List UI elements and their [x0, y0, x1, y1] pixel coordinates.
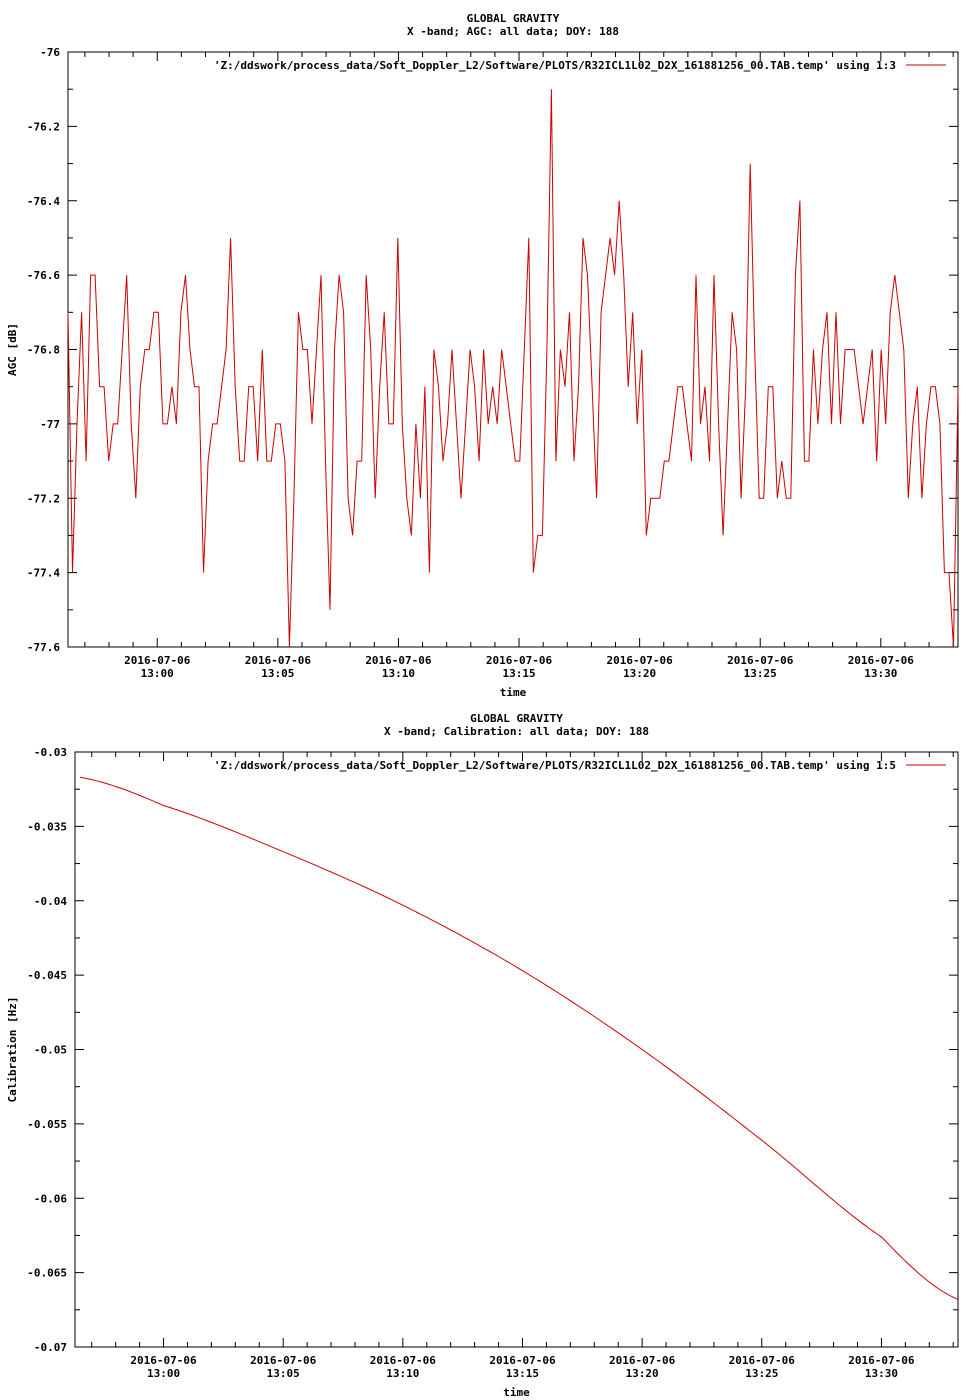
x-tick-label-time: 13:15	[502, 667, 535, 680]
x-tick-label-time: 13:25	[744, 667, 777, 680]
x-tick-label-time: 13:05	[267, 1367, 300, 1380]
x-tick-label-time: 13:10	[386, 1367, 419, 1380]
x-tick-label-date: 2016-07-06	[609, 1354, 676, 1367]
y-tick-label: -77	[40, 418, 60, 431]
x-tick-label-time: 13:00	[147, 1367, 180, 1380]
x-axis-label: time	[500, 686, 527, 699]
x-tick-label-time: 13:25	[745, 1367, 778, 1380]
x-tick-label-time: 13:05	[261, 667, 294, 680]
x-tick-label-date: 2016-07-06	[848, 654, 915, 667]
y-axis-label: AGC [dB]	[6, 323, 19, 376]
chart-subtitle: X -band; AGC: all data; DOY: 188	[407, 25, 619, 38]
y-tick-label: -0.065	[27, 1267, 67, 1280]
y-tick-label: -0.05	[34, 1044, 67, 1057]
x-axis-label: time	[503, 1386, 530, 1399]
y-tick-label: -76.2	[27, 120, 60, 133]
y-tick-label: -77.6	[27, 641, 60, 654]
x-tick-label-date: 2016-07-06	[607, 654, 674, 667]
x-tick-label-date: 2016-07-06	[245, 654, 312, 667]
y-tick-label: -76.8	[27, 344, 60, 357]
y-tick-label: -0.035	[27, 820, 67, 833]
y-tick-label: -76.4	[27, 195, 60, 208]
x-tick-label-date: 2016-07-06	[848, 1354, 915, 1367]
x-tick-label-time: 13:15	[506, 1367, 539, 1380]
series-line-1	[67, 89, 959, 648]
x-tick-label-date: 2016-07-06	[727, 654, 794, 667]
x-tick-label-date: 2016-07-06	[130, 1354, 197, 1367]
chart-subtitle: X -band; Calibration: all data; DOY: 188	[384, 725, 649, 738]
chart-title: GLOBAL GRAVITY	[467, 12, 560, 25]
y-axis-label: Calibration [Hz]	[6, 997, 19, 1103]
legend-label: 'Z:/ddswork/process_data/Soft_Doppler_L2…	[214, 59, 896, 72]
y-tick-label: -0.055	[27, 1118, 67, 1131]
x-tick-label-date: 2016-07-06	[124, 654, 191, 667]
plot-frame	[67, 51, 959, 648]
x-tick-label-time: 13:30	[864, 667, 897, 680]
chart-title: GLOBAL GRAVITY	[470, 712, 563, 725]
x-tick-label-date: 2016-07-06	[250, 1354, 317, 1367]
y-tick-label: -0.07	[34, 1341, 67, 1354]
y-tick-label: -77.4	[27, 567, 60, 580]
y-tick-label: -77.2	[27, 492, 60, 505]
x-tick-label-date: 2016-07-06	[489, 1354, 556, 1367]
x-tick-label-date: 2016-07-06	[729, 1354, 796, 1367]
y-tick-label: -0.04	[34, 895, 67, 908]
x-tick-label-time: 13:00	[141, 667, 174, 680]
plot-frame	[74, 751, 959, 1348]
x-tick-label-time: 13:10	[382, 667, 415, 680]
y-tick-label: -76	[40, 46, 60, 59]
x-tick-label-time: 13:20	[623, 667, 656, 680]
x-tick-label-date: 2016-07-06	[370, 1354, 437, 1367]
y-tick-label: -0.03	[34, 746, 67, 759]
x-tick-label-time: 13:20	[626, 1367, 659, 1380]
y-tick-label: -76.6	[27, 269, 60, 282]
x-tick-label-date: 2016-07-06	[365, 654, 432, 667]
legend-label: 'Z:/ddswork/process_data/Soft_Doppler_L2…	[214, 759, 896, 772]
series-line-1	[79, 776, 959, 1300]
y-tick-label: -0.045	[27, 969, 67, 982]
x-tick-label-date: 2016-07-06	[486, 654, 553, 667]
x-tick-label-time: 13:30	[865, 1367, 898, 1380]
y-tick-label: -0.06	[34, 1192, 67, 1205]
